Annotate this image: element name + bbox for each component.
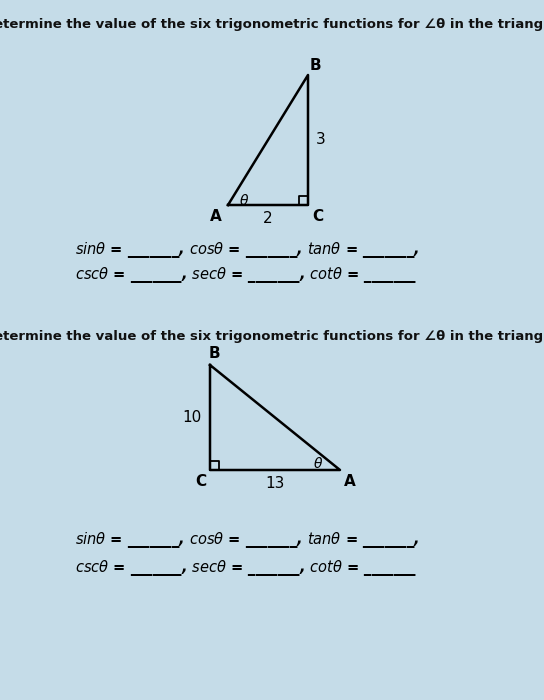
Text: 13: 13 [265, 476, 285, 491]
Text: 3: 3 [316, 132, 326, 148]
Text: Determine the value of the six trigonometric functions for ∠θ in the triangle.: Determine the value of the six trigonome… [0, 330, 544, 343]
Text: $csc\theta$ = _______, $sec\theta$ = _______, $cot\theta$ = _______: $csc\theta$ = _______, $sec\theta$ = ___… [75, 265, 417, 285]
Text: $csc\theta$ = _______, $sec\theta$ = _______, $cot\theta$ = _______: $csc\theta$ = _______, $sec\theta$ = ___… [75, 558, 417, 578]
Text: $sin\theta$ = _______, $cos\theta$ = _______, $tan\theta$ = _______,: $sin\theta$ = _______, $cos\theta$ = ___… [75, 240, 419, 260]
Text: C: C [312, 209, 323, 224]
Text: B: B [310, 58, 322, 73]
Text: A: A [210, 209, 222, 224]
Text: θ: θ [314, 457, 322, 471]
Text: θ: θ [240, 194, 248, 208]
Text: B: B [208, 346, 220, 361]
Text: Determine the value of the six trigonometric functions for ∠θ in the triangle.: Determine the value of the six trigonome… [0, 18, 544, 31]
Text: 10: 10 [183, 410, 202, 425]
Text: $sin\theta$ = _______, $cos\theta$ = _______, $tan\theta$ = _______,: $sin\theta$ = _______, $cos\theta$ = ___… [75, 530, 419, 550]
Text: C: C [195, 474, 206, 489]
Text: A: A [344, 474, 356, 489]
Text: 2: 2 [263, 211, 273, 226]
